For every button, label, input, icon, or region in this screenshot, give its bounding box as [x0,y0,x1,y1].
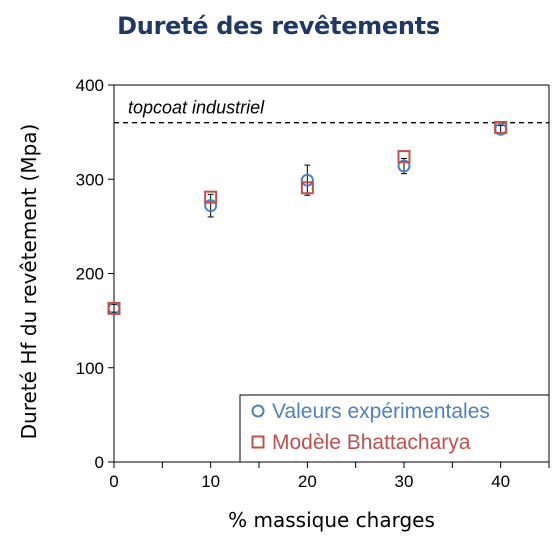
legend-label: Valeurs expérimentales [272,400,490,423]
reference-line-label: topcoat industriel [128,98,265,118]
legend-marker-square [251,435,265,449]
legend-box [239,394,550,463]
x-tick-label: 30 [395,472,414,491]
data-point-experimental [204,199,218,213]
x-axis-label: % massique charges [228,508,435,532]
x-tick-label: 0 [109,472,118,491]
data-point-model [204,190,218,204]
chart-title: Dureté des revêtements [117,12,440,40]
legend: Valeurs expérimentales Modèle Bhattachary… [239,394,550,463]
reference-line-group: topcoat industriel [114,98,549,124]
data-point-model [494,120,508,134]
x-tick-label: 10 [201,472,220,491]
data-point-experimental [300,173,314,187]
data-point-model [300,181,314,195]
data-point-experimental [397,159,411,173]
data-marks [107,120,508,315]
x-tick-label: 20 [298,472,317,491]
y-tick-label: 0 [95,453,104,472]
y-axis-label: Dureté Hf du revêtement (Mpa) [17,124,41,440]
y-tick-label: 200 [76,265,104,284]
data-point-model [397,150,411,164]
y-tick-label: 100 [76,359,104,378]
x-tick-label: 40 [491,472,510,491]
y-tick-label: 400 [76,76,104,95]
legend-marker-circle [251,404,265,418]
legend-label: Modèle Bhattacharya [272,431,471,454]
data-point-model [107,301,121,315]
y-tick-label: 300 [76,170,104,189]
